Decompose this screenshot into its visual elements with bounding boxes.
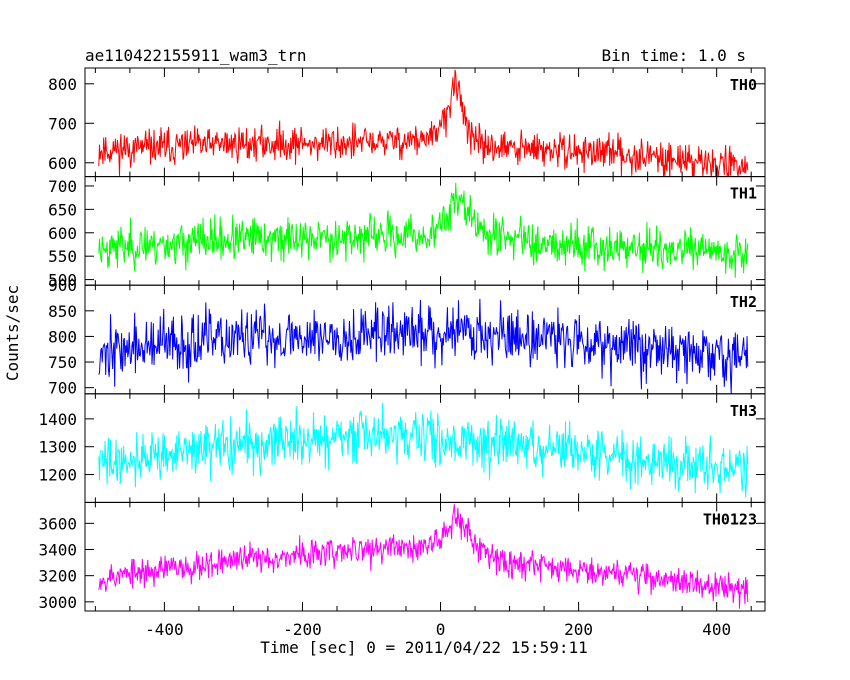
x-tick-label: 200 [564, 620, 593, 639]
series-line-th0123 [98, 504, 749, 609]
panel-label-th0123: TH0123 [703, 510, 757, 528]
y-tick-label: 500 [48, 271, 77, 290]
y-tick-label: 1300 [38, 438, 77, 457]
panel-th2: 700 750 800 850 900 TH2 [48, 276, 766, 398]
panel-label-th1: TH1 [730, 185, 757, 203]
y-tick-label: 550 [48, 247, 77, 266]
x-tick-label: 0 [436, 620, 446, 639]
y-tick-label: 3000 [38, 593, 77, 612]
bin-time-label: Bin time: 1.0 s [602, 46, 747, 65]
y-tick-label: 3600 [38, 514, 77, 533]
y-tick-label: 700 [48, 177, 77, 196]
panel-label-th2: TH2 [730, 293, 757, 311]
x-axis-ticks: -400 -200 0 200 400 [145, 620, 731, 639]
panel-th3: 1200 1300 1400 TH3 [38, 393, 766, 503]
panel-th0: 600 700 800 TH0 [48, 67, 766, 178]
panel-th0123: 3000 3200 3400 3600 TH0123 [38, 501, 766, 612]
plot-title: ae110422155911_wam3_trn [85, 46, 307, 65]
panel-label-th3: TH3 [730, 402, 757, 420]
y-tick-label: 1400 [38, 410, 77, 429]
y-tick-label: 600 [48, 224, 77, 243]
y-tick-label: 800 [48, 75, 77, 94]
panel-stack: 600 700 800 TH0 500 550 600 650 700 TH1 700 750 800 8… [38, 67, 766, 612]
y-tick-label: 850 [48, 302, 77, 321]
series-line-th0 [98, 69, 749, 177]
x-tick-label: -200 [283, 620, 322, 639]
y-tick-label: 750 [48, 353, 77, 372]
series-line-th3 [98, 403, 749, 498]
y-tick-label: 700 [48, 114, 77, 133]
y-tick-label: 650 [48, 200, 77, 219]
series-line-th1 [98, 182, 749, 278]
series-line-th2 [98, 298, 749, 394]
y-tick-label: 700 [48, 379, 77, 398]
y-tick-label: 3400 [38, 541, 77, 560]
panel-th1: 500 550 600 650 700 TH1 [48, 176, 766, 290]
y-axis-label: Counts/sec [3, 285, 22, 381]
panel-frame [84, 501, 766, 612]
y-tick-label: 1200 [38, 466, 77, 485]
y-tick-label: 3200 [38, 567, 77, 586]
y-tick-label: 900 [48, 276, 77, 295]
y-tick-label: 800 [48, 327, 77, 346]
y-tick-label: 600 [48, 154, 77, 173]
x-tick-label: 400 [702, 620, 731, 639]
panel-label-th0: TH0 [730, 76, 757, 94]
x-axis-label: Time [sec] 0 = 2011/04/22 15:59:11 [260, 638, 588, 657]
x-tick-label: -400 [145, 620, 184, 639]
